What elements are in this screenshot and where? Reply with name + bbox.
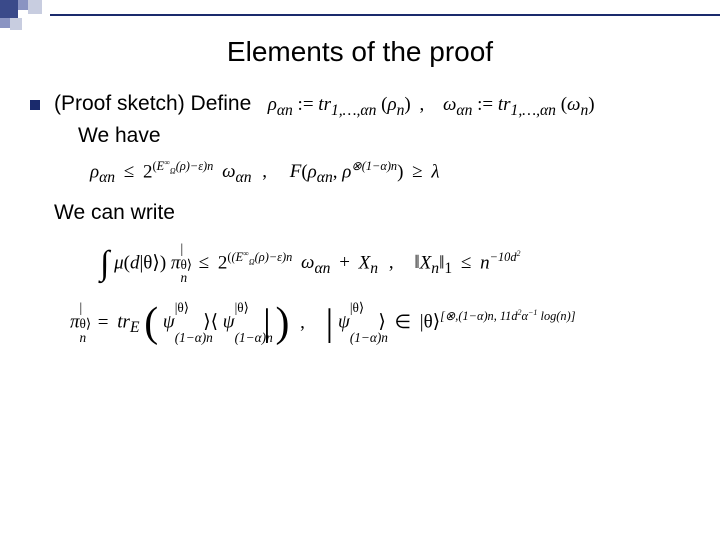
math-inequality-2: ∫ μ(d|θ⟩) π|θ⟩n ≤ 2((E∞Ω(ρ)−ε)n ωαn + Xn… (100, 249, 700, 278)
math-define: ραn := tr1,…,αn (ρn) , ωαn := tr1,…,αn (… (268, 94, 595, 115)
slide-title: Elements of the proof (0, 36, 720, 68)
bullet-icon (30, 100, 40, 110)
math-inequality-1: ραn ≤ 2(E∞Ω(ρ)−ε)n ωαn , F(ραn, ρ⊗(1−α)n… (90, 158, 700, 187)
top-divider (50, 14, 720, 16)
bullet-item: (Proof sketch) Define ραn := tr1,…,αn (ρ… (30, 92, 700, 148)
line-wecanwrite: We can write (54, 201, 700, 225)
slide-body: (Proof sketch) Define ραn := tr1,…,αn (ρ… (30, 92, 700, 352)
math-equation-3: π|θ⟩n = trE ( ψ|θ⟩(1−α)n ⟩⟨ ψ|θ⟩(1−α)n |… (70, 308, 700, 337)
line-define: (Proof sketch) Define (54, 92, 251, 115)
line-wehave: We have (78, 124, 595, 148)
